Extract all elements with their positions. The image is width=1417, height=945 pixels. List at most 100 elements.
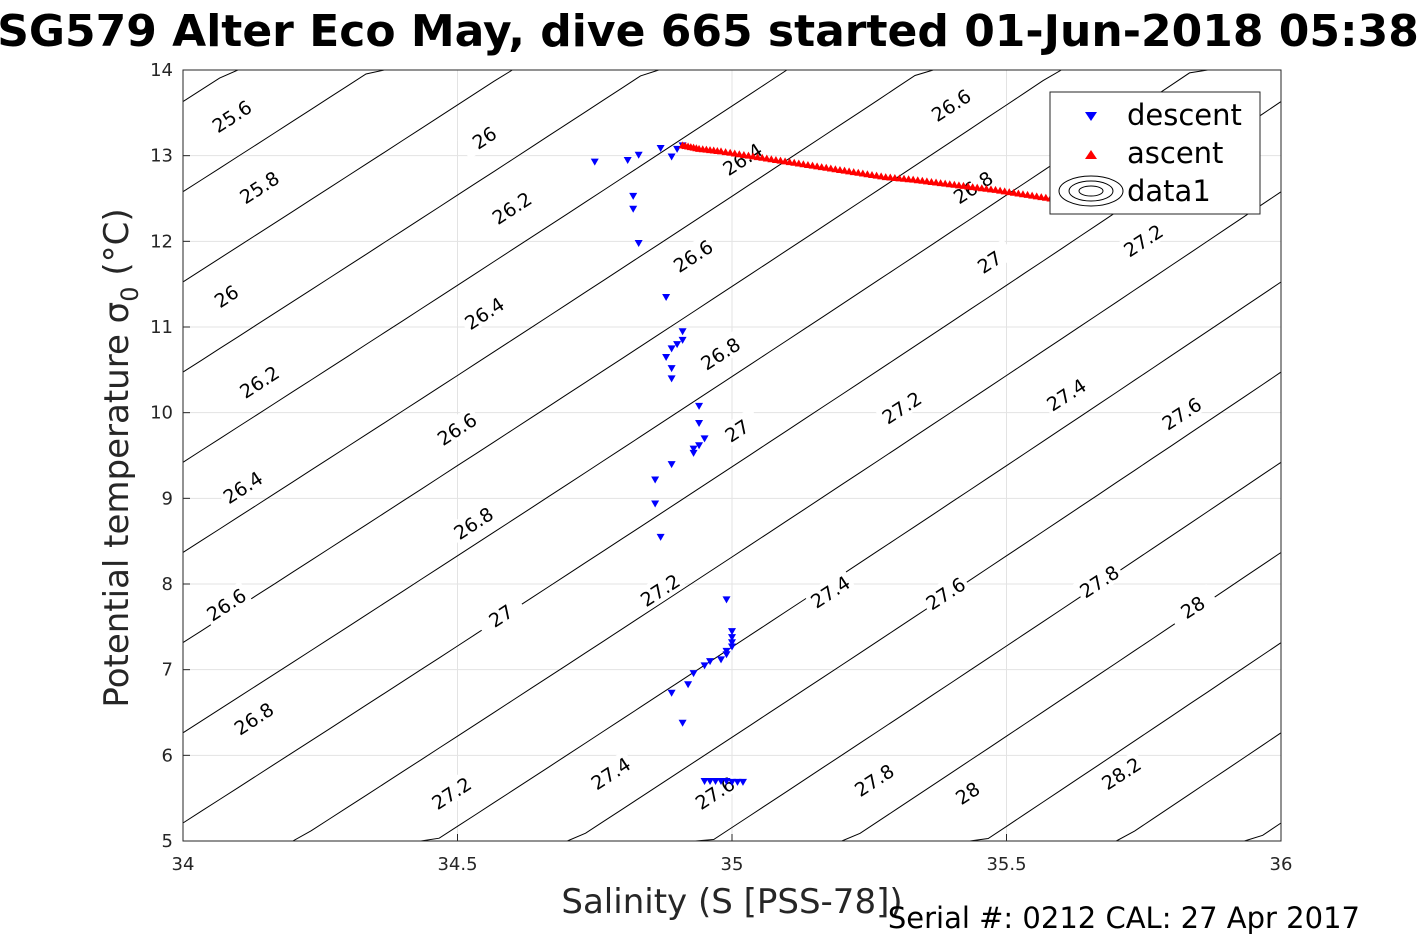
descent-point: [728, 634, 736, 642]
ascent-point: [877, 172, 886, 180]
y-tick-label: 13: [150, 146, 173, 167]
contour-label-bg: [457, 114, 510, 160]
contour-label-bg: [1165, 584, 1219, 629]
contour-label-bg: [1154, 390, 1208, 436]
axes-box: [182, 69, 1282, 842]
descent-point: [728, 628, 736, 636]
descent-point: [689, 445, 698, 453]
density-contour-line: [1098, 732, 1282, 842]
descent-point: [717, 656, 726, 664]
density-contour-line: [695, 461, 1282, 842]
contour-label-bg: [199, 273, 252, 318]
descent-point: [684, 681, 693, 689]
contour-legend-icon: [1058, 175, 1124, 207]
descent-point: [695, 402, 704, 410]
ascent-point: [767, 155, 776, 163]
descent-point: [590, 158, 599, 166]
density-contour-line: [1244, 822, 1282, 842]
descent-point: [722, 651, 731, 659]
y-tick-label: 10: [150, 403, 173, 424]
contour-label-bg: [430, 405, 483, 451]
x-tick-labels: 34 34.5 35 35.5 36: [172, 854, 1293, 875]
density-contour-line: [182, 69, 531, 283]
descent-point: [623, 156, 632, 164]
contour-label-bg: [962, 238, 1016, 284]
ascent-point: [713, 146, 722, 154]
density-contour-line: [182, 69, 934, 553]
contour-label-bg: [583, 750, 637, 795]
descent-point: [667, 153, 676, 161]
contour-label-bg: [227, 695, 280, 741]
contour-label-bg: [940, 769, 994, 815]
contour-label-bg: [485, 184, 538, 230]
descent-point: [728, 639, 736, 647]
contour-label-bg: [1094, 750, 1147, 795]
y-tick-label: 7: [162, 660, 173, 681]
descent-point: [634, 240, 643, 248]
serial-calibration-text: Serial #: 0212 CAL: 27 Apr 2017: [888, 901, 1360, 935]
descent-point: [662, 294, 671, 302]
descent-point: [667, 461, 676, 469]
contour-label-bg: [232, 164, 285, 209]
descent-point: [728, 778, 736, 786]
descent-point: [700, 662, 709, 670]
y-tick-labels: 5 6 7 8 9 10 11 12 13 14: [150, 60, 173, 852]
descent-point: [667, 345, 676, 353]
density-contour-line: [274, 191, 1282, 842]
density-contour-line: [182, 69, 659, 373]
contour-label-bg: [693, 330, 747, 376]
contour-label-bg: [633, 566, 686, 612]
legend-box: [1049, 91, 1261, 215]
ascent-point: [739, 150, 748, 158]
descent-point: [733, 778, 742, 786]
x-tick-label: 34.5: [437, 854, 477, 875]
y-tick-label: 12: [150, 231, 173, 252]
contour-label-bg: [1072, 558, 1125, 603]
contour-label-bg: [446, 500, 500, 545]
contour-label-bg: [232, 358, 285, 404]
descent-point: [695, 442, 704, 450]
descent-point: [700, 778, 709, 786]
descent-point: [667, 689, 676, 697]
ascent-point: [849, 168, 858, 176]
density-contour-line: [420, 281, 1282, 842]
density-contour-line: [182, 69, 385, 193]
ascent-point: [932, 178, 941, 186]
descent-point: [667, 375, 676, 383]
x-tick-label: 34: [172, 854, 195, 875]
contour-label-bg: [457, 290, 510, 335]
ascent-point: [1041, 193, 1050, 201]
density-contour-line: [182, 69, 806, 463]
density-contour-line: [549, 371, 1282, 842]
contour-label-bg: [1116, 217, 1169, 262]
x-tick-label: 35.5: [986, 854, 1026, 875]
descent-point: [717, 778, 726, 786]
ascent-point: [692, 144, 701, 152]
density-contour-line: [182, 69, 1208, 734]
legend-ascent: ascent: [1127, 136, 1223, 170]
descent-point: [634, 151, 643, 159]
y-tick-label: 8: [162, 574, 173, 595]
chart-title: SG579 Alter Eco May, dive 665 started 01…: [0, 6, 1417, 57]
descent-point: [706, 778, 715, 786]
y-tick-label: 9: [162, 488, 173, 509]
density-contours: [182, 69, 1282, 842]
legend-data1: data1: [1127, 174, 1211, 208]
contour-label-bg: [216, 464, 269, 509]
descent-point: [678, 719, 687, 727]
y-tick-label: 14: [150, 60, 173, 81]
contour-labels: 25.625.82626.226.426.626.82626.226.426.6…: [199, 82, 1219, 815]
contour-label-bg: [918, 570, 972, 615]
descent-point: [629, 205, 638, 213]
descent-point: [689, 670, 698, 678]
ascent-marker-icon: [1085, 150, 1097, 159]
contour-label-bg: [474, 592, 527, 638]
legend-descent: descent: [1127, 98, 1242, 132]
y-axis-label-subscript: 0: [116, 286, 144, 301]
y-tick-label: 6: [162, 745, 173, 766]
descent-point: [662, 353, 671, 361]
y-tick-label: 5: [162, 831, 173, 852]
ascent-point: [794, 159, 803, 167]
descent-marker-icon: [1085, 112, 1097, 121]
descent-point: [728, 643, 736, 651]
